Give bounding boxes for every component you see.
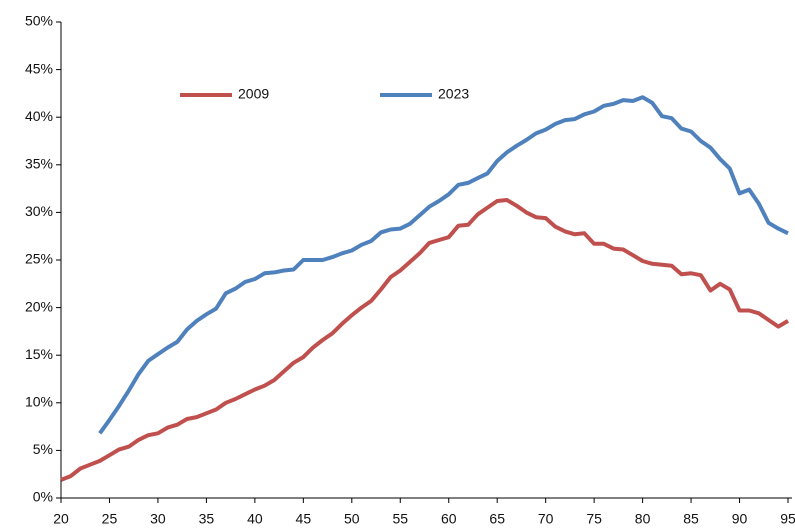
y-tick-label: 40%: [25, 108, 53, 124]
x-tick-label: 70: [538, 511, 554, 527]
y-tick-label: 15%: [25, 346, 53, 362]
line: [60, 198, 790, 482]
line: [98, 95, 789, 435]
x-tick-label: 60: [441, 511, 457, 527]
y-tick-label: 30%: [25, 203, 53, 219]
y-tick-label: 35%: [25, 156, 53, 172]
x-tick-label: 45: [296, 511, 312, 527]
y-tick-label: 10%: [25, 394, 53, 410]
x-tick-label: 55: [392, 511, 408, 527]
x-tick-label: 40: [247, 511, 263, 527]
y-tick-label: 50%: [25, 13, 53, 29]
y-tick-label: 0%: [33, 489, 53, 505]
x-tick-label: 35: [199, 511, 215, 527]
legend-label: 2023: [438, 86, 469, 102]
x-tick-label: 25: [102, 511, 118, 527]
x-tick-label: 65: [489, 511, 505, 527]
y-tick-label: 20%: [25, 298, 53, 314]
x-tick-label: 75: [586, 511, 602, 527]
x-tick-label: 95: [780, 511, 795, 527]
x-tick-label: 90: [732, 511, 748, 527]
y-tick-label: 45%: [25, 60, 53, 76]
x-tick-label: 20: [53, 511, 69, 527]
y-tick-label: 5%: [33, 441, 53, 457]
legend-label: 2009: [238, 86, 269, 102]
x-tick-label: 50: [344, 511, 360, 527]
x-tick-label: 85: [683, 511, 699, 527]
x-tick-label: 30: [150, 511, 166, 527]
y-tick-label: 25%: [25, 251, 53, 267]
x-tick-label: 80: [635, 511, 651, 527]
